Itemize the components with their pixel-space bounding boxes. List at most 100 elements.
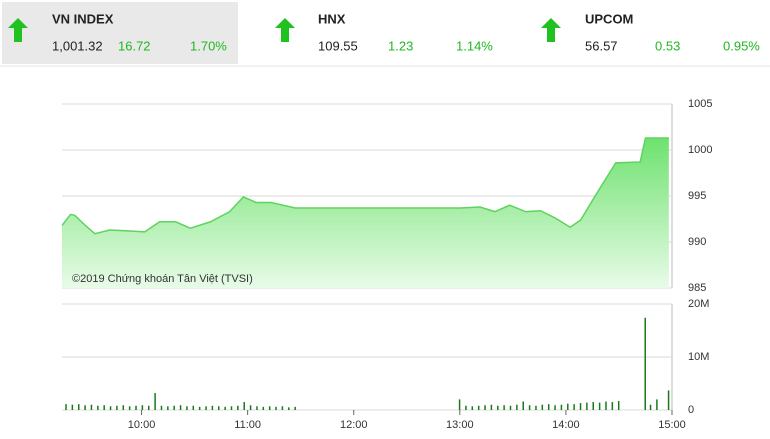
volume-bar [135,405,137,410]
volume-bar [147,405,150,410]
volume-bar [294,406,296,410]
area-fill [62,138,669,288]
x-tick-label: 14:00 [552,419,580,431]
volume-bar [249,405,252,410]
volume-bar [592,402,594,410]
ticker-change: 16.72 [118,38,151,53]
ticker-percent: 0.95% [723,38,760,53]
volume-bar [656,399,658,410]
volume-bar [560,404,563,410]
volume-bar [605,401,607,410]
volume-bar [179,405,182,410]
volume-bar [224,406,226,410]
volume-bar [509,405,512,410]
volume-bar [611,402,614,410]
volume-bar [579,403,582,410]
x-tick-label: 13:00 [446,419,474,431]
volume-bar [547,404,550,410]
volume-bar [503,405,505,410]
volume-bar [122,405,125,410]
volume-bar [71,404,74,410]
y-tick-label: 20M [688,298,709,310]
volume-bar [541,404,544,410]
volume-bar [522,401,524,410]
y-tick-label: 10M [688,351,709,363]
volume-bar [103,405,105,410]
volume-bar [116,405,118,410]
y-tick-label: 990 [688,236,706,248]
volume-bar [84,405,86,410]
ticker-value: 56.57 [585,38,618,53]
x-tick-label: 12:00 [340,419,368,431]
volume-bar [160,405,163,410]
ticker-name: HNX [318,11,346,26]
volume-bar [484,405,486,410]
ticker-change: 1.23 [388,38,413,53]
volume-bar [243,402,245,410]
volume-bar [65,404,67,410]
volume-bar [192,405,195,410]
volume-bar [471,406,474,410]
volume-bar [90,404,93,410]
volume-bar [516,404,518,410]
volume-bar [173,405,175,410]
volume-bar [268,406,271,410]
volume-bar [275,406,277,410]
x-tick-label: 11:00 [234,419,261,431]
ticker-name: UPCOM [585,11,633,26]
volume-bar [97,405,99,410]
x-tick-label: 10:00 [128,419,156,431]
up-arrow [8,18,28,42]
volume-bar [465,405,467,410]
ticker-percent: 1.14% [456,38,493,53]
y-tick-label: 1005 [688,98,712,110]
volume-bar [77,404,80,410]
volume-bar [477,405,480,410]
annotation: ©2019 Chứng khoán Tân Việt (TVSI) [72,273,253,285]
volume-bar [281,406,284,410]
up-arrow [275,18,295,42]
ticker-percent: 1.70% [190,38,227,53]
volume-bar [128,406,131,410]
x-tick-label: 15:00 [658,419,686,431]
volume-bar [109,406,112,410]
ticker-value: 1,001.32 [52,38,103,53]
volume-bar [458,399,461,410]
volume-bar [230,406,233,410]
y-tick-label: 0 [688,404,694,416]
volume-bar [186,406,188,410]
up-arrow [541,18,561,42]
ticker-change: 0.53 [655,38,680,53]
volume-bar [211,405,214,410]
volume-bar [256,406,258,410]
volume-bar [528,405,531,410]
volume-bar [205,406,207,410]
ticker-value: 109.55 [318,38,358,53]
volume-bar [535,405,537,410]
volume-bar [617,400,620,410]
volume-bar [554,405,556,410]
ticker-name: VN INDEX [52,11,114,26]
volume-bar [497,405,499,410]
volume-bar [198,406,201,410]
volume-bar [262,406,265,410]
volume-bar [649,404,652,410]
y-tick-label: 995 [688,190,706,202]
volume-bar [237,405,239,410]
y-tick-label: 1000 [688,144,712,156]
volume-bar [167,406,169,410]
volume-bar [288,407,290,410]
volume-bar [218,406,220,410]
volume-bar [598,402,601,410]
y-tick-label: 985 [688,282,706,294]
volume-bar [586,402,588,410]
active-tab[interactable] [2,2,238,64]
volume-bar [644,317,646,410]
price-line [61,137,669,235]
volume-bar [573,404,575,410]
volume-bar [567,403,569,410]
volume-bar [154,393,156,410]
ticker-bar: VN INDEX 1,001.32 16.72 1.70% HNX 109.55 1.23 1… [8,11,760,53]
volume-bar [667,390,670,410]
